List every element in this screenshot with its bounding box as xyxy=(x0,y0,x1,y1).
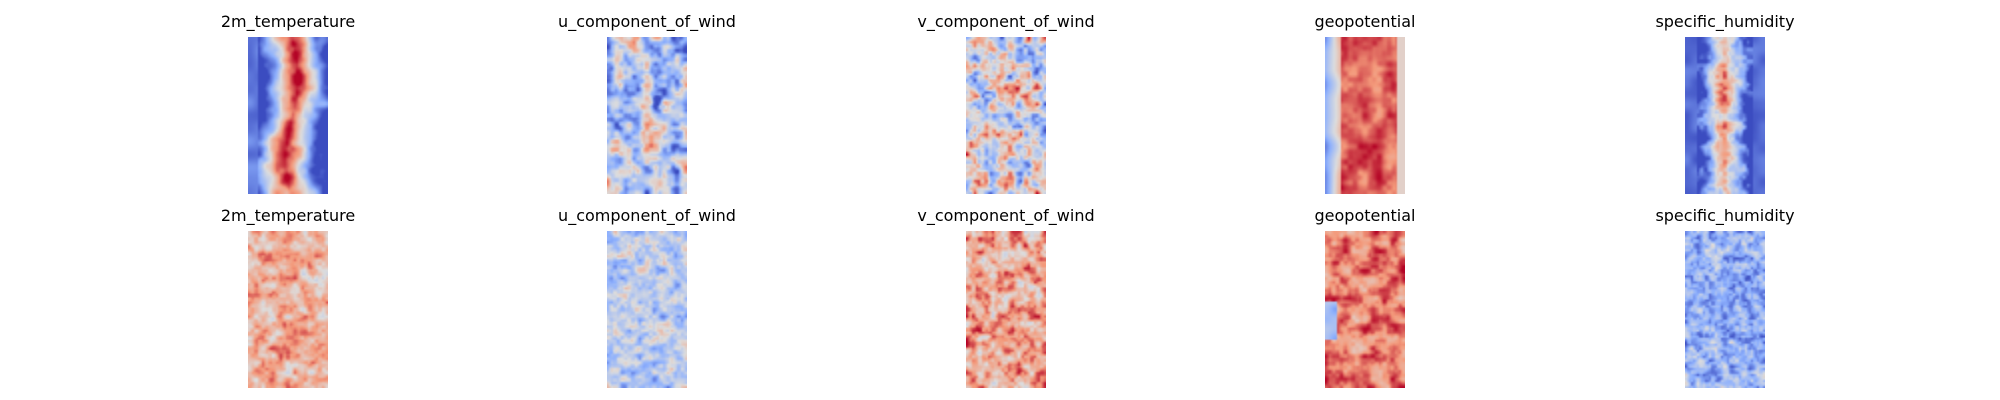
heatmap xyxy=(607,231,687,388)
panel-title: geopotential xyxy=(1314,12,1416,31)
panel-r1-c4: geopotential xyxy=(1315,12,1415,194)
panel-title: u_component_of_wind xyxy=(558,206,736,225)
panel-r1-c1: 2m_temperature xyxy=(221,12,355,194)
panel-title: v_component_of_wind xyxy=(917,12,1095,31)
panel-title: v_component_of_wind xyxy=(917,206,1095,225)
panel-title: geopotential xyxy=(1314,206,1416,225)
heatmap xyxy=(1325,37,1405,194)
heatmap xyxy=(1685,231,1765,388)
panel-r2-c2: u_component_of_wind xyxy=(558,206,736,388)
heatmap xyxy=(1685,37,1765,194)
panel-r2-c4: geopotential xyxy=(1315,206,1415,388)
heatmap xyxy=(607,37,687,194)
panel-title: u_component_of_wind xyxy=(558,12,736,31)
panel-title: specific_humidity xyxy=(1655,12,1795,31)
panel-title: specific_humidity xyxy=(1655,206,1795,225)
heatmap xyxy=(966,37,1046,194)
panel-r2-c5: specific_humidity xyxy=(1655,206,1795,388)
panel-r2-c3: v_component_of_wind xyxy=(917,206,1095,388)
heatmap xyxy=(248,37,328,194)
panel-title: 2m_temperature xyxy=(220,12,356,31)
panel-title: 2m_temperature xyxy=(220,206,356,225)
panel-r1-c5: specific_humidity xyxy=(1655,12,1795,194)
panel-r1-c3: v_component_of_wind xyxy=(917,12,1095,194)
panel-r1-c2: u_component_of_wind xyxy=(558,12,736,194)
heatmap xyxy=(966,231,1046,388)
panel-r2-c1: 2m_temperature xyxy=(221,206,355,388)
heatmap xyxy=(1325,231,1405,388)
heatmap xyxy=(248,231,328,388)
